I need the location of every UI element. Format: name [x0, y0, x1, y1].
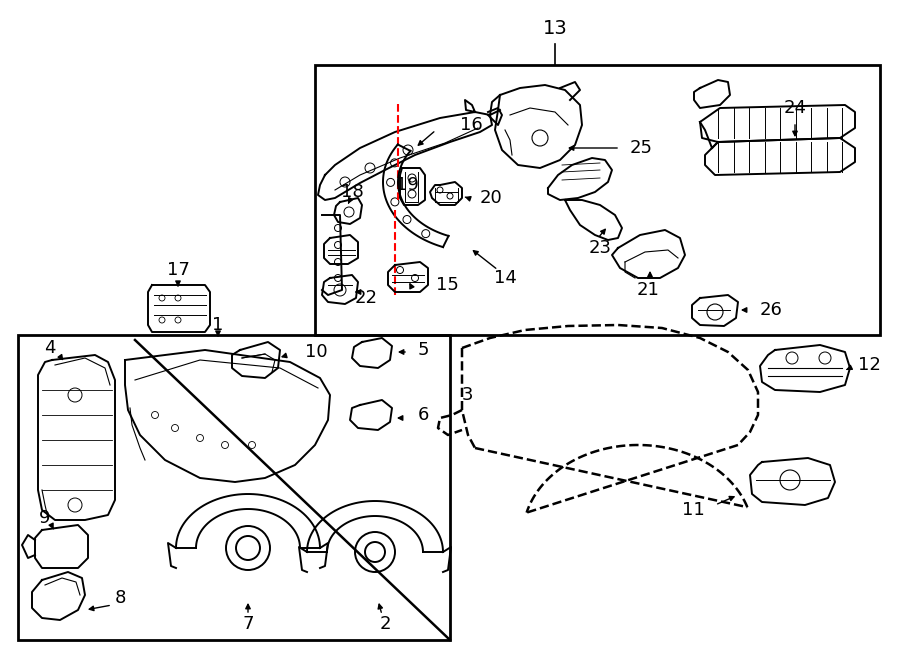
- Text: 24: 24: [784, 99, 806, 117]
- Text: 26: 26: [760, 301, 783, 319]
- Text: 19: 19: [396, 176, 418, 194]
- Text: 6: 6: [418, 406, 429, 424]
- Text: 4: 4: [44, 339, 56, 357]
- Bar: [18, 335, 450, 640]
- Text: 8: 8: [114, 589, 126, 607]
- Text: 25: 25: [630, 139, 653, 157]
- Text: 12: 12: [858, 356, 881, 374]
- Text: 20: 20: [480, 189, 503, 207]
- Text: 11: 11: [681, 501, 705, 519]
- Text: 1: 1: [212, 316, 224, 334]
- Text: 23: 23: [589, 239, 611, 257]
- Text: 17: 17: [166, 261, 189, 279]
- Text: 3: 3: [462, 386, 473, 404]
- Text: 22: 22: [355, 289, 378, 307]
- Text: 10: 10: [305, 343, 328, 361]
- Text: 13: 13: [543, 19, 567, 38]
- Text: 15: 15: [436, 276, 459, 294]
- Text: 5: 5: [418, 341, 429, 359]
- Text: 18: 18: [340, 183, 364, 201]
- Text: 16: 16: [460, 116, 482, 134]
- Text: 2: 2: [379, 615, 391, 633]
- Text: 7: 7: [242, 615, 254, 633]
- Text: 21: 21: [636, 281, 660, 299]
- Text: 14: 14: [493, 269, 517, 287]
- Bar: [315, 65, 880, 335]
- Text: 9: 9: [40, 509, 50, 527]
